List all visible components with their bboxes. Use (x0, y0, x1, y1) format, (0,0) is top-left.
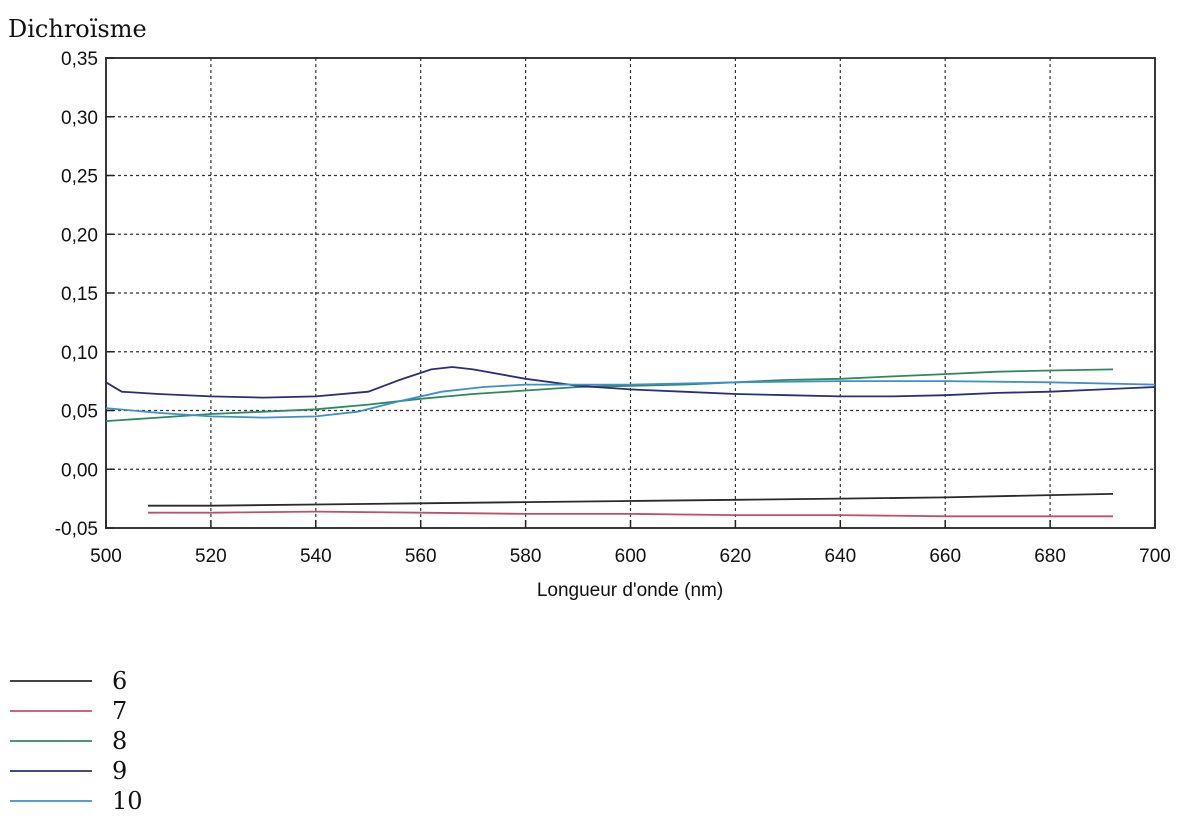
legend-label-6: 6 (112, 667, 127, 695)
legend-label-10: 10 (112, 787, 143, 815)
legend-label-9: 9 (112, 757, 127, 785)
x-tick-label: 600 (615, 546, 647, 567)
x-tick-label: 620 (720, 546, 752, 567)
series-lines (105, 366, 1156, 518)
x-tick-label: 640 (824, 546, 856, 567)
y-tick-label: 0,10 (61, 343, 98, 364)
x-tick-label: 700 (1139, 546, 1171, 567)
x-tick-label: 660 (929, 546, 961, 567)
x-tick-label: 500 (90, 546, 122, 567)
y-axis-label: Dichroïsme (8, 15, 147, 43)
y-tick-label: 0,25 (61, 167, 98, 188)
x-tick-label: 580 (510, 546, 542, 567)
legend-label-8: 8 (112, 727, 127, 755)
y-tick-label: 0,35 (61, 49, 98, 70)
series-line-6 (148, 493, 1114, 507)
series-line-7 (148, 510, 1113, 518)
y-tick-label: 0,05 (61, 402, 98, 423)
legend-label-7: 7 (112, 697, 127, 725)
series-line-9 (105, 366, 1156, 399)
x-tick-label: 680 (1034, 546, 1066, 567)
y-tick-labels: 0,35 0,30 0,25 0,20 0,15 0,10 0,05 0,00 -0,05 (55, 49, 114, 540)
x-tick-label: 540 (300, 546, 332, 567)
x-tick-label: 520 (195, 546, 227, 567)
grid (106, 58, 1155, 528)
y-tick-label: 0,30 (61, 108, 98, 129)
y-tick-label: 0,00 (61, 460, 98, 481)
x-tick-labels: 500 520 540 560 580 600 620 640 660 680 700 (90, 520, 1171, 567)
y-tick-label: -0,05 (55, 519, 98, 540)
y-tick-label: 0,20 (61, 225, 98, 246)
series-line-8 (105, 368, 1114, 422)
series-line-10 (105, 380, 1156, 419)
y-tick-label: 0,15 (61, 284, 98, 305)
x-tick-label: 560 (405, 546, 437, 567)
x-axis-label: Longueur d'onde (nm) (537, 580, 723, 601)
